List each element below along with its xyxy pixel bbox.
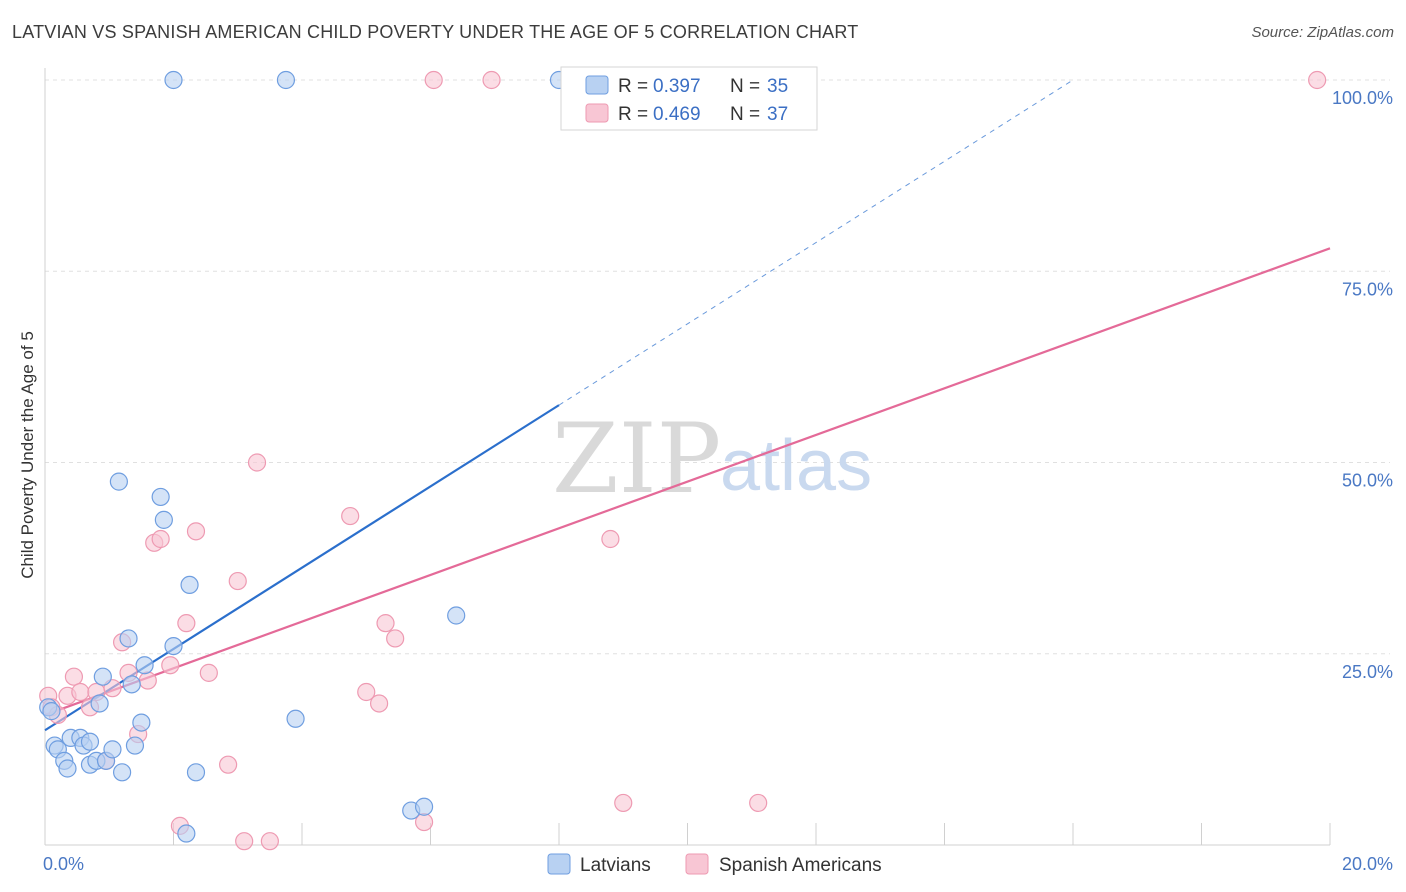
- latvians-points: [39, 70, 569, 843]
- spanish-point: [749, 793, 768, 813]
- correlation-legend: R = 0.397 N = 35 R = 0.469 N = 37: [560, 66, 818, 131]
- y-tick-label: 50.0%: [1342, 471, 1393, 491]
- y-tick-label: 75.0%: [1342, 279, 1393, 299]
- watermark-zip: ZIP: [552, 403, 721, 515]
- latvian-point: [154, 510, 173, 529]
- spanish-point: [138, 671, 157, 690]
- y-tick-label: 100.0%: [1332, 88, 1393, 108]
- spanish-point: [199, 663, 218, 682]
- latvian-point: [135, 656, 154, 675]
- bottom-legend-swatch-latvians: [547, 853, 571, 875]
- chart-title: LATVIAN VS SPANISH AMERICAN CHILD POVERT…: [12, 22, 859, 42]
- spanish-point: [370, 694, 389, 713]
- spanish-point: [386, 629, 405, 648]
- spanish-point: [1308, 70, 1327, 90]
- latvian-point: [151, 487, 170, 507]
- spanish-point: [601, 529, 620, 549]
- latvian-point: [180, 575, 199, 595]
- bottom-legend-spanish: Spanish Americans: [719, 855, 882, 876]
- y-tick-label: 25.0%: [1342, 662, 1393, 682]
- x-tick-labels: 0.0% 20.0%: [43, 854, 1393, 874]
- trendline-spanish: [44, 247, 1331, 716]
- legend-swatch-spanish: [585, 103, 609, 123]
- spanish-point: [151, 529, 170, 549]
- latvian-point: [93, 667, 112, 686]
- source-label: Source: ZipAtlas.com: [1251, 24, 1394, 41]
- spanish-point: [235, 832, 254, 851]
- spanish-point: [177, 614, 196, 633]
- latvian-point: [276, 70, 296, 90]
- latvian-point: [112, 763, 132, 782]
- y-axis-label: Child Poverty Under the Age of 5: [18, 331, 37, 579]
- latvian-point: [119, 629, 138, 648]
- latvian-point: [103, 740, 122, 759]
- x-tick-label-start: 0.0%: [43, 854, 84, 874]
- latvian-point: [109, 472, 128, 491]
- latvian-point: [90, 694, 109, 713]
- legend-r-value-latvians: 0.397: [653, 76, 701, 97]
- spanish-point: [357, 682, 376, 702]
- legend-n-label-spanish: N =: [730, 104, 760, 125]
- bottom-legend-swatch-spanish: [685, 853, 709, 875]
- legend-r-value-spanish: 0.469: [653, 104, 701, 125]
- latvian-point: [286, 709, 305, 728]
- spanish-point: [424, 70, 443, 90]
- spanish-point: [161, 656, 180, 675]
- latvian-point: [125, 736, 145, 755]
- spanish-point: [186, 522, 206, 541]
- legend-r-label-latvians: R =: [618, 76, 648, 97]
- bottom-legend-latvians: Latvians: [580, 855, 651, 876]
- watermark: ZIP atlas: [552, 403, 872, 515]
- spanish-point: [247, 453, 267, 472]
- spanish-point: [71, 682, 90, 702]
- latvian-point: [447, 606, 466, 625]
- latvian-point: [414, 797, 434, 816]
- spanish-point: [614, 793, 633, 813]
- latvian-point: [122, 675, 141, 694]
- spanish-point: [228, 571, 247, 591]
- legend-r-label-spanish: R =: [618, 104, 648, 125]
- latvian-point: [164, 70, 183, 90]
- spanish-point: [341, 506, 360, 526]
- trendline-latvians: [44, 404, 560, 732]
- spanish-point: [376, 614, 395, 633]
- grid-lines: [45, 79, 1390, 655]
- watermark-atlas: atlas: [720, 426, 872, 506]
- x-tick-label-end: 20.0%: [1342, 854, 1393, 874]
- legend-n-value-spanish: 37: [767, 104, 788, 125]
- legend-swatch-latvians: [585, 75, 609, 95]
- latvian-point: [80, 732, 100, 751]
- latvian-point: [132, 713, 151, 732]
- latvian-point: [177, 824, 196, 843]
- bottom-legend: Latvians Spanish Americans: [547, 853, 882, 876]
- legend-n-value-latvians: 35: [767, 76, 788, 97]
- spanish-point: [482, 70, 501, 90]
- spanish-point: [64, 667, 84, 686]
- latvian-point: [164, 636, 183, 656]
- spanish-point: [219, 755, 238, 774]
- latvian-point: [58, 759, 77, 778]
- latvian-point: [186, 763, 206, 782]
- spanish-point: [260, 832, 279, 851]
- legend-n-label-latvians: N =: [730, 76, 760, 97]
- y-tick-labels: 25.0% 50.0% 75.0% 100.0%: [1332, 88, 1393, 682]
- latvian-point: [42, 702, 61, 721]
- trendline-latvians-extension: [558, 79, 1074, 406]
